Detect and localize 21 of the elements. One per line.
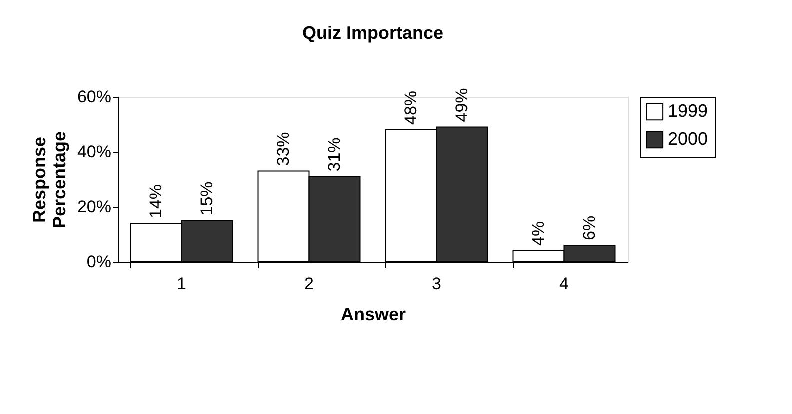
data-label: 33% xyxy=(274,132,293,166)
legend-label: 2000 xyxy=(668,129,708,149)
data-label: 31% xyxy=(324,138,344,172)
y-tick-label: 60% xyxy=(77,88,112,106)
data-label: 14% xyxy=(146,184,166,218)
legend-label: 1999 xyxy=(668,101,708,121)
data-label: 48% xyxy=(401,90,420,125)
data-label: 4% xyxy=(528,221,548,246)
data-label: 15% xyxy=(197,182,216,216)
chart-title: Quiz Importance xyxy=(302,23,444,43)
x-tick-label: 4 xyxy=(560,274,569,294)
x-tick-label: 2 xyxy=(304,274,314,294)
y-axis-title: Response Percentage xyxy=(29,131,70,229)
data-label: 6% xyxy=(580,216,599,240)
x-tick-label: 3 xyxy=(432,274,442,294)
y-tick-label: 40% xyxy=(77,142,112,162)
y-tick-label: 20% xyxy=(77,198,112,216)
x-tick-label: 1 xyxy=(177,274,186,294)
data-label: 49% xyxy=(452,88,472,122)
x-axis-title: Answer xyxy=(340,304,406,324)
y-tick-label: 0% xyxy=(86,252,112,272)
